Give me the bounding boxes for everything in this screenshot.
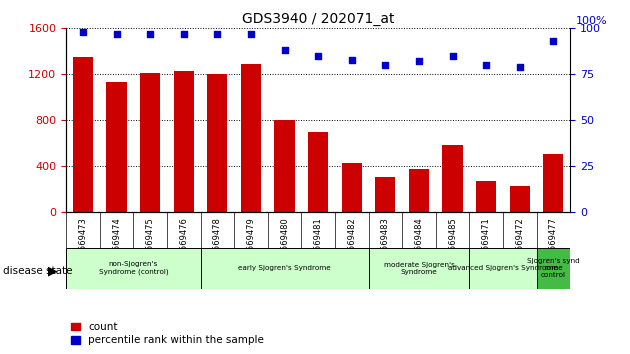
Point — [548, 38, 558, 44]
Point — [112, 31, 122, 37]
Bar — [207, 74, 227, 212]
Point — [179, 31, 189, 37]
Bar — [106, 82, 127, 212]
Bar — [369, 248, 469, 289]
Bar — [174, 71, 194, 212]
Bar — [543, 154, 563, 212]
Text: Sjogren's synd
rome
control: Sjogren's synd rome control — [527, 258, 580, 278]
Point — [313, 53, 323, 59]
Bar — [469, 248, 537, 289]
Bar — [442, 144, 462, 212]
Point — [447, 53, 457, 59]
Bar — [200, 248, 369, 289]
Point — [246, 31, 256, 37]
Point — [280, 47, 290, 53]
Bar — [308, 132, 328, 212]
Bar — [341, 163, 362, 212]
Point — [381, 62, 391, 68]
Point — [414, 59, 424, 64]
Text: 100%: 100% — [576, 16, 607, 25]
Bar — [241, 64, 261, 212]
Title: GDS3940 / 202071_at: GDS3940 / 202071_at — [242, 12, 394, 26]
Point — [515, 64, 525, 70]
Point — [145, 31, 155, 37]
Point — [481, 62, 491, 68]
Legend: count, percentile rank within the sample: count, percentile rank within the sample — [71, 322, 264, 345]
Point — [212, 31, 222, 37]
Bar — [375, 177, 396, 212]
Bar — [510, 186, 530, 212]
Bar — [275, 120, 295, 212]
Point — [346, 57, 357, 62]
Text: moderate Sjogren's
Syndrome: moderate Sjogren's Syndrome — [384, 262, 454, 275]
Text: non-Sjogren's
Syndrome (control): non-Sjogren's Syndrome (control) — [98, 261, 168, 275]
Bar — [409, 169, 429, 212]
Bar — [537, 248, 570, 289]
Text: early Sjogren's Syndrome: early Sjogren's Syndrome — [238, 265, 331, 271]
Bar — [476, 181, 496, 212]
Text: disease state: disease state — [3, 266, 72, 276]
Bar — [73, 57, 93, 212]
Bar — [140, 73, 160, 212]
Text: ▶: ▶ — [49, 264, 58, 277]
Point — [78, 29, 88, 35]
Text: advanced Sjogren's Syndrome: advanced Sjogren's Syndrome — [448, 265, 558, 271]
Bar — [66, 248, 200, 289]
